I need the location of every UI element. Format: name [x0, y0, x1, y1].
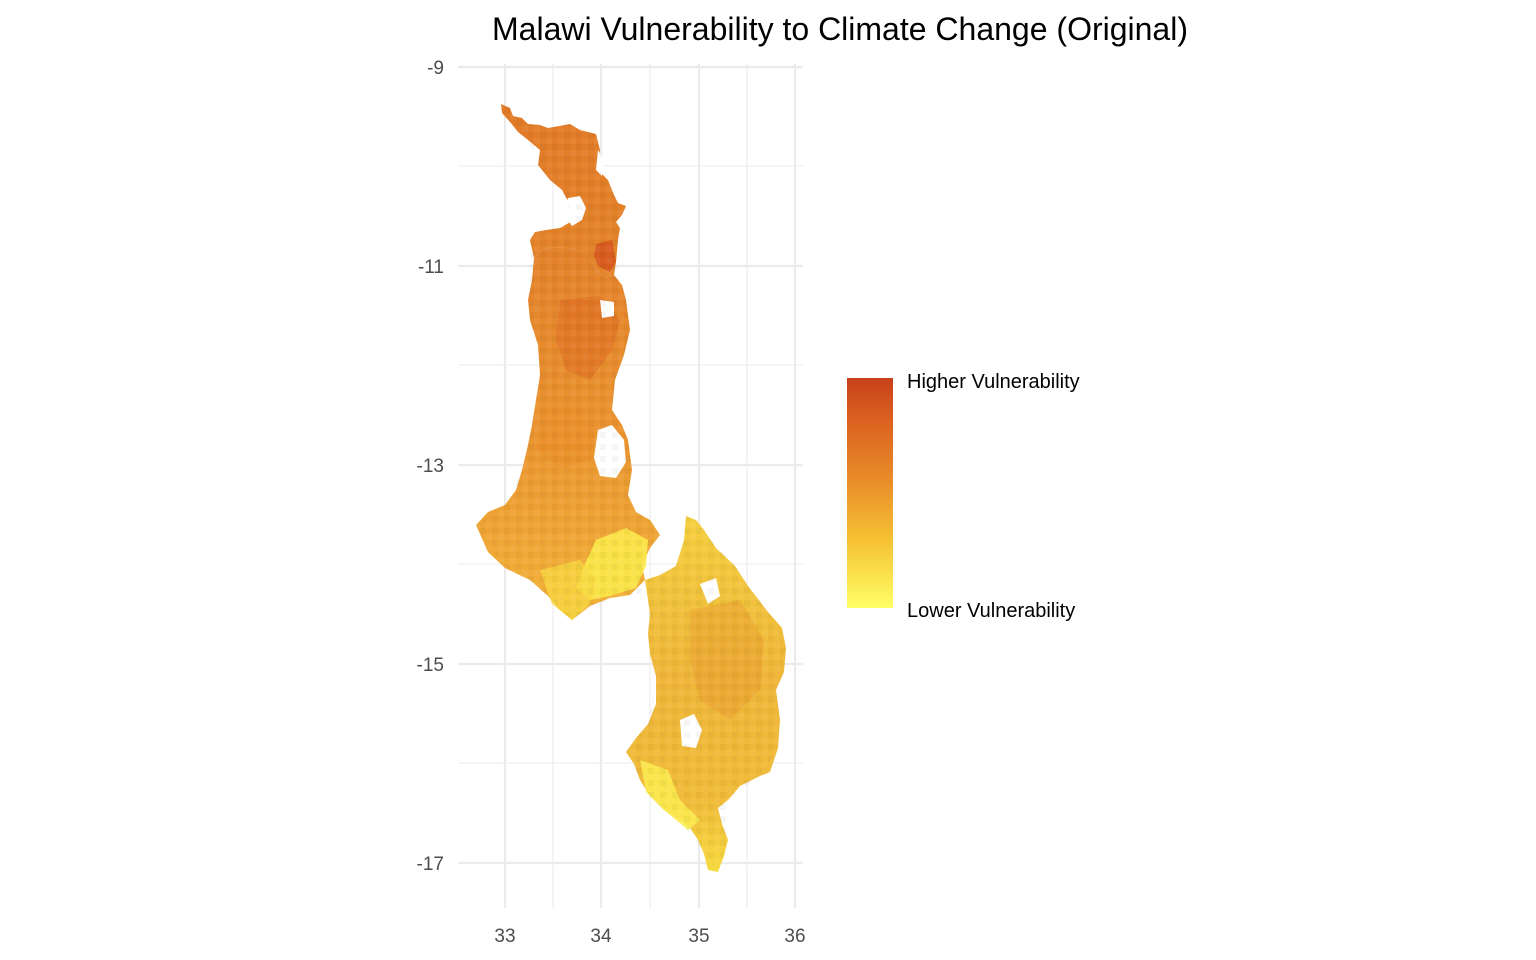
y-axis: -9 -11 -13 -15 -17	[417, 58, 444, 875]
y-tick-label: -9	[427, 58, 444, 79]
x-tick-label: 36	[784, 926, 805, 947]
x-tick-label: 33	[494, 926, 515, 947]
y-tick-label: -17	[417, 854, 444, 875]
x-tick-label: 34	[590, 926, 612, 947]
legend: Higher Vulnerability Lower Vulnerability	[847, 371, 1080, 622]
raster-texture	[476, 104, 786, 872]
y-tick-label: -15	[417, 655, 444, 676]
legend-colorbar	[847, 378, 893, 608]
malawi-raster	[476, 104, 786, 872]
x-tick-label: 35	[688, 926, 709, 947]
x-axis: 33 34 35 36	[494, 926, 805, 947]
y-tick-label: -11	[418, 257, 444, 278]
map-title: Malawi Vulnerability to Climate Change (…	[492, 11, 1188, 47]
legend-high-label: Higher Vulnerability	[907, 371, 1080, 393]
legend-low-label: Lower Vulnerability	[907, 600, 1075, 622]
y-tick-label: -13	[417, 456, 444, 477]
